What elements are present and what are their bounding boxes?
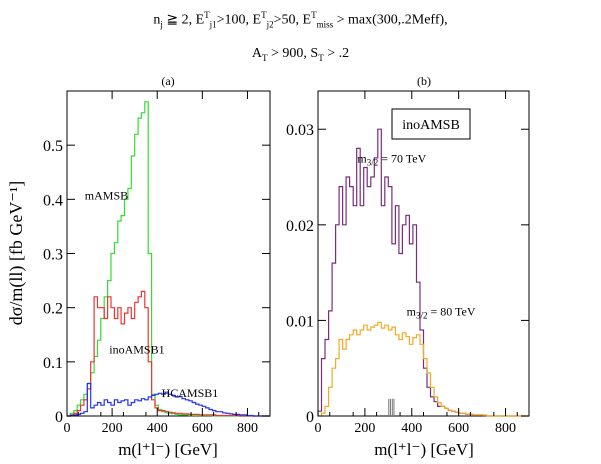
- panel-b-x-tick-label: 400: [401, 421, 422, 436]
- panel-a-y-tick-label: 0.1: [43, 355, 63, 372]
- panel-a: (a) 0 200 400 600 800 0 0.1 0.2 0.3 0.4 0.5 mAMSB i…: [6, 74, 271, 459]
- panel-b-series-m3-2-80-tev: [318, 321, 529, 417]
- panel-a-x-tick-label: 0: [64, 421, 71, 436]
- panel-a-y-tick-label: 0: [55, 409, 63, 426]
- panel-b: (b) inoAMSB 0 200 400 600 800 0 0.01 0.02 0.03 m…: [286, 74, 530, 459]
- panel-a-x-tick-label: 200: [102, 421, 123, 436]
- panel-a-series-hcamsb1: [67, 382, 270, 417]
- panel-a-x-tick-label: 800: [237, 421, 258, 436]
- panel-b-series-label: m3/2 = 80 TeV: [407, 305, 476, 321]
- cuts-line-1: nj ≧ 2, ETj1>100, ETj2>50, ETmiss > max(…: [153, 10, 448, 30]
- x-axis-label-b: m(l⁺l⁻) [GeV]: [374, 440, 474, 459]
- panel-a-y-tick-label: 0.5: [43, 138, 63, 155]
- panel-a-x-tick-label: 600: [192, 421, 213, 436]
- panel-a-y-tick-label: 0.4: [43, 192, 63, 209]
- panel-a-label: (a): [161, 74, 174, 88]
- panel-b-series-label: m3/2 = 70 TeV: [357, 152, 426, 168]
- panel-a-y-tick-label: 0.3: [43, 247, 63, 264]
- x-axis-label-a: m(l⁺l⁻) [GeV]: [118, 440, 218, 459]
- panel-b-x-tick-label: 800: [495, 421, 516, 436]
- panel-b-y-tick-label: 0.02: [286, 218, 314, 235]
- panel-b-x-tick-label: 0: [315, 421, 322, 436]
- panel-a-series-label: inoAMSB1: [109, 343, 164, 357]
- panel-b-label: (b): [417, 74, 431, 88]
- panel-a-series-mamsb: [67, 101, 270, 417]
- panel-a-series-inoamsb1: [67, 290, 270, 417]
- panel-b-y-tick-label: 0.01: [286, 313, 314, 330]
- panel-b-x-tick-label: 200: [354, 421, 375, 436]
- legend-box: [391, 108, 471, 140]
- cuts-line-2: AT > 900, ST > .2: [251, 46, 350, 63]
- panel-b-y-tick-label: 0.03: [286, 122, 314, 139]
- panel-b-x-tick-label: 600: [448, 421, 469, 436]
- y-axis-label: dσ/m(ll) [fb GeV⁻¹]: [6, 181, 27, 326]
- panel-a-x-tick-label: 400: [147, 421, 168, 436]
- panel-a-frame: [66, 90, 271, 417]
- panel-a-series-label: mAMSB: [85, 188, 128, 202]
- panel-a-y-tick-label: 0.2: [43, 301, 63, 318]
- panel-b-series-m3-2-70-tev: [317, 128, 529, 417]
- legend-box-label: inoAMSB: [402, 118, 460, 133]
- panel-b-y-tick-label: 0: [306, 409, 314, 426]
- panel-a-series-label: HCAMSB1: [162, 386, 219, 400]
